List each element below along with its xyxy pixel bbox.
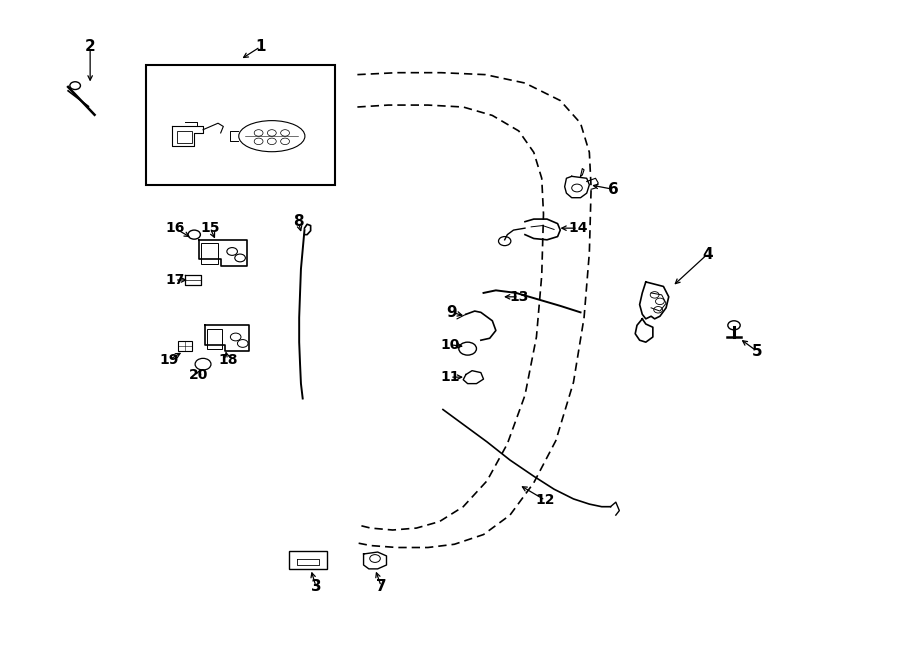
Text: 4: 4	[702, 247, 713, 262]
Text: 3: 3	[310, 579, 321, 594]
Text: 11: 11	[440, 370, 460, 384]
Circle shape	[728, 321, 740, 330]
Bar	[176, 131, 193, 143]
Text: 1: 1	[255, 39, 266, 54]
Bar	[178, 341, 193, 351]
Text: 17: 17	[165, 273, 184, 287]
Text: 16: 16	[165, 221, 184, 235]
Text: 13: 13	[509, 290, 528, 304]
Text: 6: 6	[608, 182, 618, 197]
Bar	[207, 329, 222, 349]
Text: 14: 14	[568, 221, 588, 235]
Bar	[146, 65, 336, 184]
Text: 15: 15	[201, 221, 220, 235]
Text: 5: 5	[752, 344, 762, 359]
Text: 19: 19	[160, 353, 179, 367]
Text: 12: 12	[536, 493, 555, 507]
Text: 18: 18	[218, 353, 238, 367]
Text: 8: 8	[293, 214, 303, 229]
Text: 7: 7	[376, 579, 386, 594]
Text: 20: 20	[189, 368, 208, 381]
Bar	[290, 551, 327, 569]
Text: 10: 10	[440, 338, 460, 352]
Text: 9: 9	[446, 305, 457, 320]
Text: 2: 2	[85, 39, 95, 54]
Bar	[202, 243, 218, 264]
